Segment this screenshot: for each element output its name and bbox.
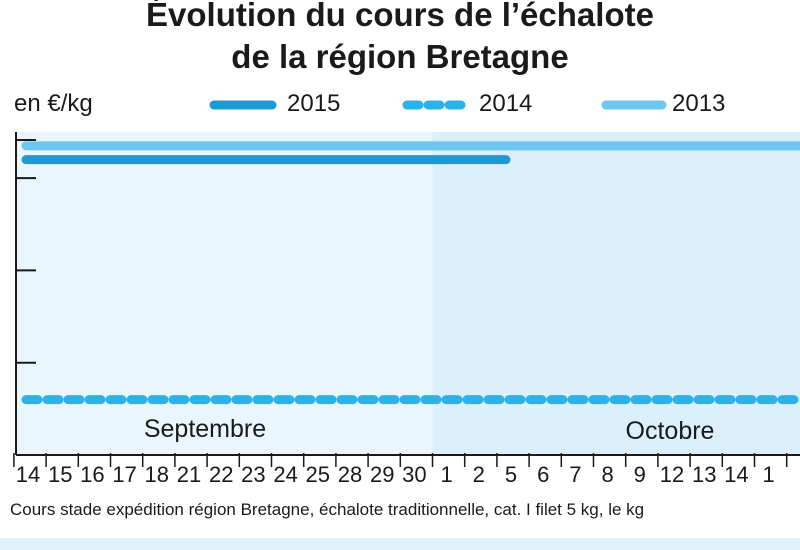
x-tick-label: 12 <box>660 462 684 487</box>
x-tick-label: 6 <box>537 462 549 487</box>
x-tick-label: 22 <box>209 462 233 487</box>
x-tick-label: 23 <box>241 462 265 487</box>
legend-label-2013: 2013 <box>672 90 726 117</box>
plot-bg-september <box>16 132 433 455</box>
chart-footnote: Cours stade expédition région Bretagne, … <box>10 500 645 519</box>
x-tick-label: 25 <box>306 462 330 487</box>
chart-title-line-2: de la région Bretagne <box>231 38 569 75</box>
month-label-septembre: Septembre <box>144 415 266 443</box>
x-tick-label: 1 <box>440 462 452 487</box>
x-tick-label: 1 <box>762 462 774 487</box>
chart-title-line-1: Évolution du cours de l’échalote <box>146 0 654 33</box>
x-tick-label: 7 <box>569 462 581 487</box>
x-tick-label: 14 <box>724 462 748 487</box>
x-tick-label: 18 <box>145 462 169 487</box>
x-tick-label: 9 <box>634 462 646 487</box>
x-tick-label: 30 <box>402 462 426 487</box>
x-tick-label: 29 <box>370 462 394 487</box>
x-tick-label: 15 <box>48 462 72 487</box>
legend-label-2014: 2014 <box>479 90 533 117</box>
chart-svg: 14 15 16 17 18 21 22 23 24 25 28 29 30 1 2 5 6 7 8 9 12 13 14 1… <box>13 100 800 487</box>
x-tick-label: 5 <box>505 462 517 487</box>
y-axis-unit-label: en €/kg <box>14 90 93 117</box>
x-tick-label: 16 <box>80 462 104 487</box>
legend-label-2015: 2015 <box>287 90 341 117</box>
x-tick-label: 24 <box>273 462 297 487</box>
plot-bg-october <box>432 132 800 455</box>
bottom-band <box>0 538 800 550</box>
x-tick-label: 8 <box>601 462 613 487</box>
month-label-octobre: Octobre <box>626 417 715 445</box>
chart-title: Évolution du cours de l’échalote de la r… <box>0 0 800 78</box>
x-tick-label: 17 <box>112 462 136 487</box>
x-tick-label: 28 <box>338 462 362 487</box>
x-tick-label: 13 <box>692 462 716 487</box>
x-tick-label: 2 <box>473 462 485 487</box>
x-tick-label: 14 <box>16 462 40 487</box>
x-tick-label: 21 <box>177 462 201 487</box>
